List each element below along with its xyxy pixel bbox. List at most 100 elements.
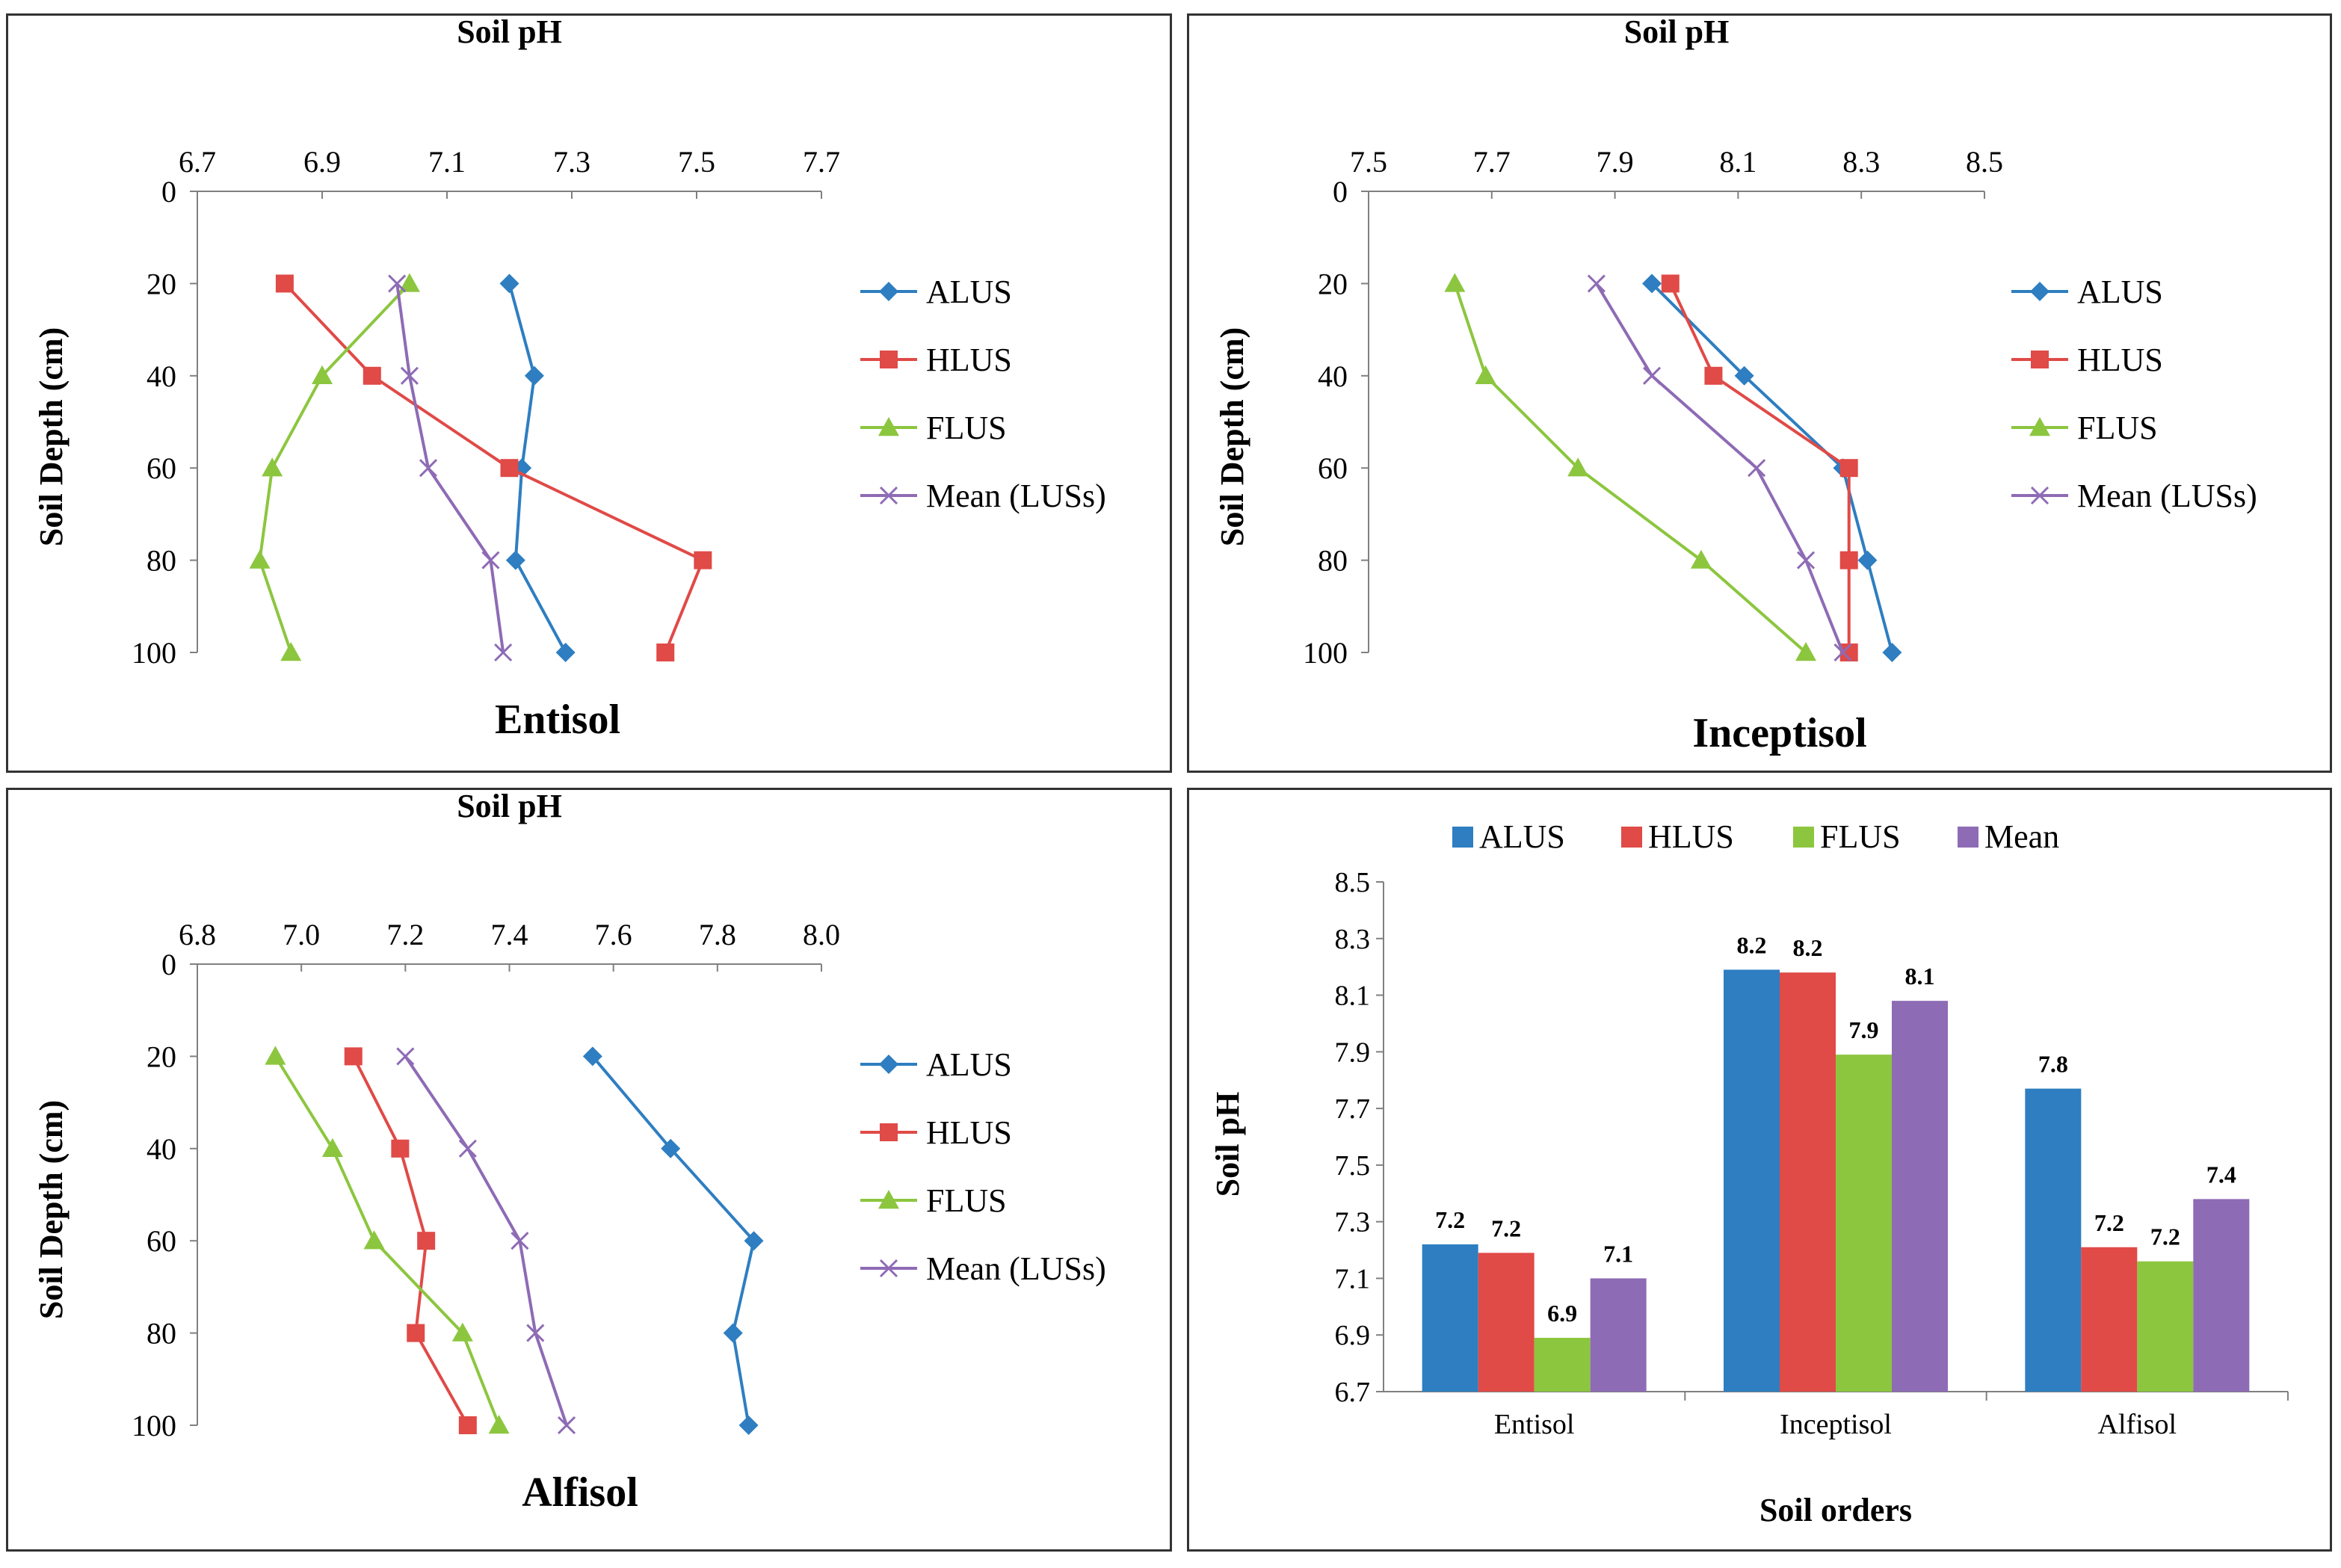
bar-legend-alus-label: ALUS: [1479, 818, 1565, 855]
bar-y-tick-label-7-5: 7.5: [1335, 1150, 1371, 1182]
alfisol-series-alus-point-60: [744, 1231, 764, 1251]
alfisol-y-tick-label-80: 80: [146, 1317, 176, 1351]
bar-legend-alus-swatch: [1452, 827, 1473, 848]
alfisol-series-mean-luss-point-60: [511, 1232, 529, 1250]
entisol-legend-alus-swatch-marker: [879, 282, 898, 301]
inceptisol-legend-hlus-swatch-marker: [2031, 351, 2049, 368]
inceptisol-series-flus-point-100: [1795, 642, 1817, 661]
inceptisol-panel: Soil pH 7.5 7.7 7.9 8.1 8.3 8.5 0 20 40 60 80 100 Soi…: [1187, 13, 2332, 773]
alfisol-x-tick-label-7-8: 7.8: [699, 918, 736, 951]
entisol-series-flus-point-40: [312, 365, 333, 384]
alfisol-legend-mean-luss-swatch-marker-stroke-b: [879, 1259, 898, 1278]
entisol-y-tick-label-80: 80: [146, 544, 176, 578]
inceptisol-x-tick-label-8-1: 8.1: [1719, 145, 1756, 179]
entisol-y-tick-label-20: 20: [146, 267, 176, 300]
alfisol-series-flus-point-100: [488, 1415, 510, 1434]
inceptisol-y-tick-label-0: 0: [1333, 175, 1348, 209]
inceptisol-legend-hlus-label: HLUS: [2077, 342, 2163, 378]
entisol-series-alus-point-80: [505, 550, 525, 570]
alfisol-series-hlus-point-40: [391, 1139, 410, 1158]
inceptisol-series-mean-luss-line: [1595, 283, 1845, 653]
entisol-series-alus-point-20: [499, 274, 519, 294]
alfisol-y-tick-label-0: 0: [161, 948, 176, 981]
bar-legend-mean-swatch: [1958, 827, 1978, 848]
bar-entisol-mean-data-label: 7.1: [1603, 1240, 1633, 1267]
alfisol-x-axis-label: Soil pH: [457, 790, 562, 824]
entisol-x-tick-label-6-7: 6.7: [179, 145, 216, 179]
entisol-series-flus-point-100: [280, 642, 302, 661]
alfisol-series-alus-point-100: [738, 1416, 759, 1435]
bar-inceptisol-flus: [1836, 1055, 1892, 1392]
alfisol-series-mean-luss-point-60-stroke-b: [511, 1232, 529, 1250]
entisol-legend-flus-swatch-marker: [878, 417, 899, 436]
bar-y-tick-label-6-9: 6.9: [1335, 1320, 1371, 1351]
inceptisol-series-alus-point-80: [1857, 550, 1878, 570]
entisol-chart: Soil pH 6.7 6.9 7.1 7.3 7.5 7.7 0 20 40 60 80 100 Soi…: [33, 16, 1106, 743]
inceptisol-legend-mean-luss-swatch-marker: [2030, 486, 2049, 505]
entisol-legend-hlus-label: HLUS: [926, 342, 1012, 378]
entisol-y-axis-label: Soil Depth (cm): [33, 327, 70, 546]
bar-alfisol-alus: [2025, 1088, 2082, 1392]
inceptisol-legend-mean-luss-label: Mean (LUSs): [2077, 478, 2257, 514]
alfisol-series-mean-luss-point-20-stroke-b: [396, 1047, 415, 1066]
alfisol-legend-flus-label: FLUS: [926, 1182, 1007, 1219]
inceptisol-series-mean-luss-point-40: [1642, 366, 1662, 385]
alfisol-series-alus-point-40: [661, 1138, 681, 1158]
inceptisol-chart-title: Inceptisol: [1692, 710, 1866, 756]
bar-legend-hlus-label: HLUS: [1648, 818, 1734, 855]
alfisol-series-mean-luss-point-100: [557, 1416, 576, 1435]
entisol-chart-title: Entisol: [495, 697, 620, 743]
entisol-series-flus-point-60: [262, 457, 283, 477]
bar-category-label-alfisol: Alfisol: [2098, 1409, 2177, 1440]
inceptisol-series-hlus-point-40: [1704, 366, 1723, 385]
bar-y-tick-label-8-3: 8.3: [1335, 924, 1371, 955]
inceptisol-x-tick-label-8-3: 8.3: [1842, 145, 1880, 179]
soil-orders-bar-chart: 6.7 6.9 7.1 7.3 7.5 7.7 7.9 8.1 8.3 8.5 Soil pH Soi…: [1209, 818, 2289, 1528]
inceptisol-y-tick-label-20: 20: [1318, 267, 1348, 300]
entisol-series-flus-point-20: [398, 273, 420, 292]
alfisol-series-mean-luss-point-100-stroke-b: [557, 1416, 576, 1435]
inceptisol-series-mean-luss-point-100-stroke-b: [1833, 643, 1852, 662]
alfisol-legend-mean-luss-swatch-marker: [879, 1259, 898, 1278]
entisol-x-tick-label-7-1: 7.1: [428, 145, 466, 179]
inceptisol-series-hlus-point-80: [1839, 551, 1858, 570]
alfisol-panel: Soil pH 6.8 7.0 7.2 7.4 7.6 7.8 8.0 0 20 40 60 80 100…: [6, 788, 1172, 1552]
inceptisol-y-tick-label-100: 100: [1303, 636, 1348, 670]
entisol-series-hlus-point-40: [363, 366, 381, 385]
inceptisol-y-axis-label: Soil Depth (cm): [1214, 327, 1250, 546]
bar-entisol-hlus: [1478, 1253, 1535, 1392]
entisol-legend-hlus-swatch-marker: [880, 351, 898, 368]
bar-alfisol-hlus: [2081, 1247, 2138, 1392]
alfisol-y-tick-label-40: 40: [146, 1132, 176, 1166]
alfisol-series-flus-line: [274, 1055, 501, 1426]
alfisol-y-axis-label: Soil Depth (cm): [33, 1100, 70, 1319]
entisol-series-hlus-point-20: [275, 274, 294, 293]
entisol-series-mean-luss-point-40: [400, 366, 419, 385]
entisol-x-tick-label-7-3: 7.3: [553, 145, 590, 179]
inceptisol-y-tick-label-60: 60: [1318, 451, 1348, 485]
entisol-series-hlus-point-100: [656, 643, 675, 661]
entisol-series-hlus-line: [283, 283, 705, 653]
entisol-y-tick-label-100: 100: [132, 636, 176, 670]
alfisol-series-hlus-point-80: [407, 1324, 425, 1342]
inceptisol-legend-flus-label: FLUS: [2077, 410, 2158, 446]
bar-legend-flus-swatch: [1793, 827, 1814, 848]
inceptisol-series-mean-luss-point-80-stroke-b: [1796, 551, 1816, 570]
alfisol-series-alus-point-80: [723, 1323, 743, 1343]
entisol-y-tick-label-0: 0: [161, 175, 176, 209]
alfisol-legend-flus-swatch-marker: [878, 1190, 899, 1209]
entisol-y-tick-label-40: 40: [146, 359, 176, 393]
entisol-series-alus-point-40: [524, 365, 544, 386]
entisol-legend-mean-luss-swatch-marker-stroke-b: [879, 486, 898, 505]
bar-inceptisol-mean-data-label: 8.1: [1905, 963, 1935, 990]
inceptisol-series-hlus-point-60: [1839, 459, 1858, 478]
alfisol-legend-alus-swatch-marker: [879, 1055, 898, 1074]
entisol-legend-flus-label: FLUS: [926, 410, 1007, 446]
alfisol-series-mean-luss-point-40: [458, 1139, 477, 1158]
alfisol-x-tick-label-8-0: 8.0: [803, 918, 840, 951]
entisol-series-hlus-point-80: [694, 551, 712, 570]
inceptisol-x-tick-label-8-5: 8.5: [1966, 145, 2003, 179]
inceptisol-series-mean-luss-point-20-stroke-b: [1587, 274, 1606, 293]
entisol-panel: Soil pH 6.7 6.9 7.1 7.3 7.5 7.7 0 20 40 60 80 100 Soi…: [6, 13, 1172, 773]
entisol-series-mean-luss-point-20-stroke-b: [388, 274, 407, 293]
